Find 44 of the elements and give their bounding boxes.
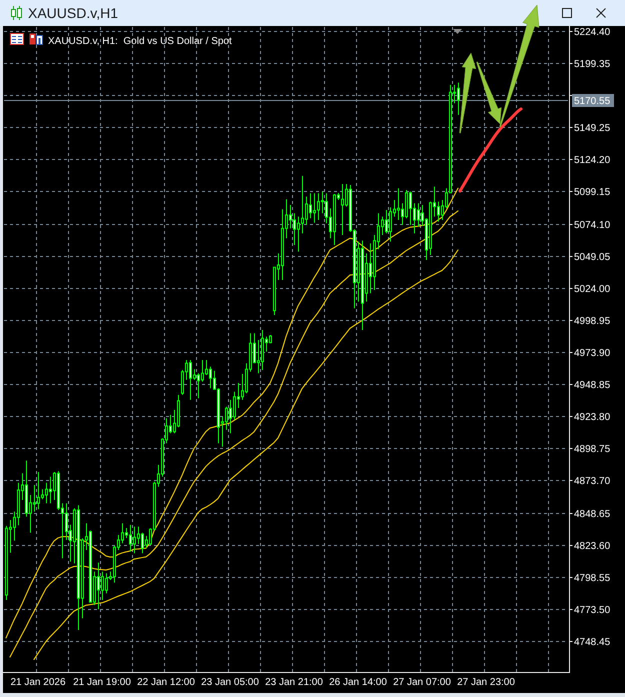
ref-line-label: 5170.55 bbox=[574, 96, 611, 107]
candlestick bbox=[313, 192, 316, 224]
y-tick-label: 5024.00 bbox=[574, 284, 611, 295]
y-tick-label: 4848.65 bbox=[574, 509, 611, 520]
y-tick-label: 5224.40 bbox=[574, 27, 611, 38]
y-tick-label: 4773.50 bbox=[574, 605, 611, 616]
y-tick-label: 5149.25 bbox=[574, 123, 611, 134]
y-tick-label: 5074.10 bbox=[574, 220, 611, 231]
y-tick-label: 4873.70 bbox=[574, 476, 611, 487]
candlestick bbox=[261, 329, 264, 370]
text: XAUUSD.v, H1: Gold vs US Dollar / Spot bbox=[48, 36, 232, 47]
candlestick bbox=[97, 562, 100, 610]
candlestick bbox=[133, 526, 136, 554]
x-tick-label: 27 Jan 07:00 bbox=[393, 677, 452, 688]
y-tick-label: 4823.60 bbox=[574, 541, 611, 552]
candlestick bbox=[49, 476, 52, 504]
y-tick-label: 4973.90 bbox=[574, 348, 611, 359]
candlestick bbox=[189, 359, 192, 400]
x-tick-label: 21 Jan 2026 bbox=[10, 677, 66, 688]
candlestick bbox=[77, 504, 80, 630]
x-tick-label: 26 Jan 14:00 bbox=[329, 677, 388, 688]
y-tick-label: 4798.55 bbox=[574, 573, 611, 584]
y-tick-label: 4898.75 bbox=[574, 444, 611, 455]
y-tick-label: 4748.45 bbox=[574, 637, 611, 648]
y-tick-label: 5049.05 bbox=[574, 252, 611, 263]
x-tick-label: 22 Jan 12:00 bbox=[137, 677, 196, 688]
y-tick-label: 4998.95 bbox=[574, 316, 611, 327]
candlestick bbox=[341, 183, 344, 236]
y-tick-label: 5124.20 bbox=[574, 155, 611, 166]
x-tick-label: 27 Jan 23:00 bbox=[457, 677, 516, 688]
candlestick bbox=[457, 82, 460, 116]
y-tick-label: 5099.15 bbox=[574, 187, 611, 198]
y-tick-label: 4923.80 bbox=[574, 412, 611, 423]
candlestick bbox=[37, 471, 40, 510]
chart-title: XAUUSD.v,H1 bbox=[28, 5, 118, 21]
y-tick-label: 5199.35 bbox=[574, 59, 611, 70]
candlestick bbox=[129, 524, 132, 552]
candlestick bbox=[361, 240, 364, 330]
x-tick-label: 21 Jan 19:00 bbox=[73, 677, 132, 688]
y-tick-label: 4948.85 bbox=[574, 380, 611, 391]
candlestick bbox=[317, 192, 320, 220]
x-tick-label: 23 Jan 21:00 bbox=[265, 677, 324, 688]
x-tick-label: 23 Jan 05:00 bbox=[201, 677, 260, 688]
candlestick bbox=[333, 193, 336, 246]
